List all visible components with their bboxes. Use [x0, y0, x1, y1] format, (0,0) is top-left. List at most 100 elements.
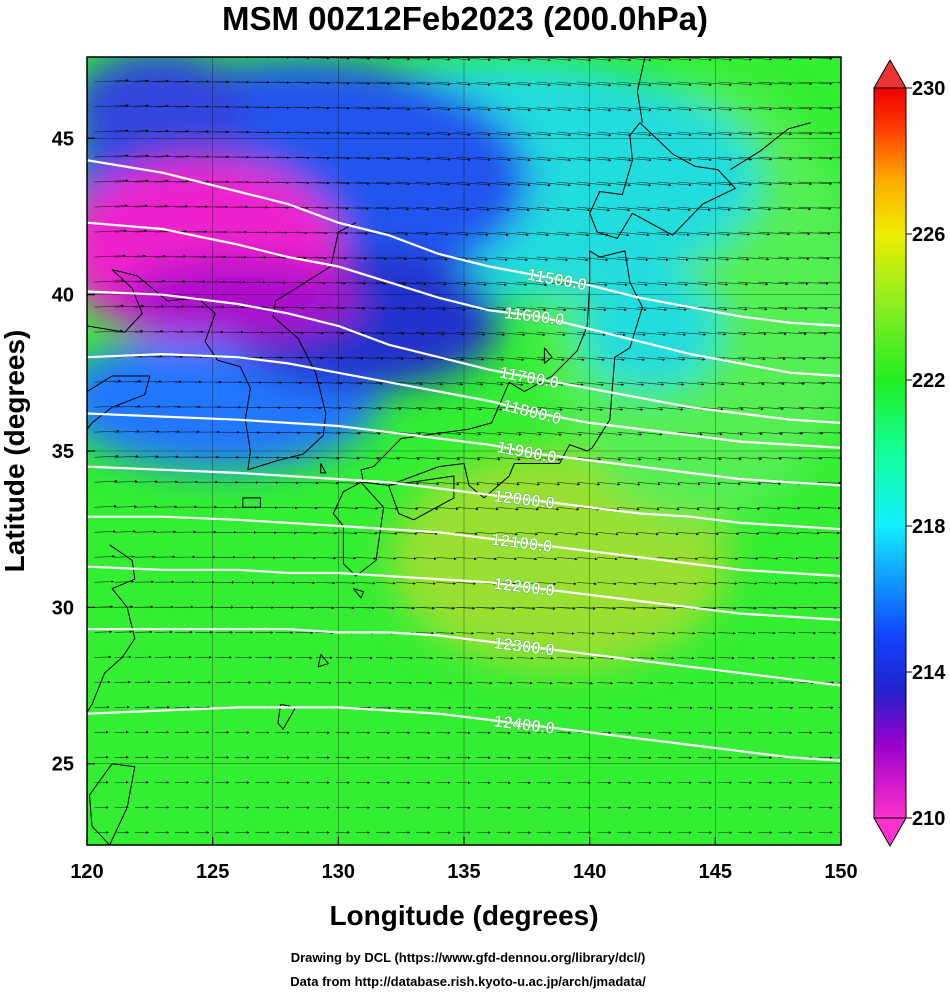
- wind-arrow: [637, 356, 666, 361]
- wind-arrow: [577, 431, 603, 436]
- wind-arrow: [677, 356, 706, 361]
- y-tick-label: 40: [52, 285, 74, 307]
- wind-arrow: [758, 131, 793, 136]
- wind-arrow: [496, 256, 528, 262]
- wind-arrow: [577, 106, 612, 112]
- wind-arrow: [536, 181, 571, 187]
- wind-arrow: [476, 156, 511, 162]
- wind-arrow: [416, 631, 434, 635]
- contour-line: [87, 159, 841, 327]
- wind-arrow: [617, 281, 648, 287]
- wind-arrow: [818, 556, 839, 560]
- wind-arrow: [637, 331, 666, 337]
- wind-arrow: [416, 457, 441, 461]
- wind-arrow: [536, 731, 551, 735]
- wind-arrow: [396, 331, 425, 336]
- wind-arrow: [416, 656, 434, 660]
- colorbar: 210 214 218 222 226 230: [873, 58, 946, 848]
- wind-arrow: [436, 131, 471, 137]
- wind-arrow: [657, 281, 688, 287]
- wind-arrow: [818, 606, 837, 610]
- wind-arrow: [496, 431, 522, 436]
- wind-arrow: [818, 406, 841, 409]
- wind-arrow: [416, 256, 448, 261]
- contour-line: [87, 221, 841, 378]
- wind-arrow: [114, 455, 139, 458]
- wind-arrow: [436, 457, 461, 461]
- wind-arrow: [697, 582, 718, 585]
- wind-arrow: [476, 557, 497, 561]
- wind-arrow: [396, 507, 419, 511]
- wind-arrow: [295, 106, 330, 110]
- wind-arrow: [456, 507, 479, 511]
- x-tick-label: 130: [322, 861, 355, 883]
- colorbar-tick-label: 230: [912, 78, 945, 100]
- wind-arrow: [737, 606, 757, 610]
- wind-arrow: [798, 356, 826, 360]
- wind-arrow: [154, 205, 188, 208]
- coastline: [332, 481, 385, 577]
- wind-arrow: [275, 306, 305, 310]
- wind-arrow: [798, 106, 833, 111]
- wind-arrow: [436, 181, 471, 187]
- coastline: [87, 544, 136, 714]
- wind-arrow: [556, 756, 572, 760]
- wind-arrow: [637, 381, 665, 386]
- wind-arrow: [154, 154, 190, 158]
- wind-arrow: [657, 457, 682, 461]
- wind-arrow: [355, 681, 372, 685]
- wind-arrow: [416, 306, 446, 311]
- wind-arrow: [396, 482, 420, 486]
- wind-arrow: [536, 532, 559, 536]
- contour-line: [87, 290, 841, 424]
- wind-arrow: [295, 231, 328, 235]
- wind-arrow: [516, 356, 545, 361]
- wind-arrow: [416, 406, 443, 411]
- wind-arrow: [134, 480, 158, 483]
- wind-arrow: [476, 607, 496, 610]
- wind-arrow: [416, 356, 444, 361]
- wind-arrow: [436, 607, 455, 610]
- wind-arrow: [536, 281, 568, 287]
- wind-arrow: [436, 381, 464, 386]
- wind-arrow: [717, 706, 733, 710]
- wind-arrow: [134, 380, 162, 383]
- wind-arrow: [174, 80, 210, 83]
- wind-arrow: [597, 181, 632, 187]
- wind-arrow: [677, 656, 695, 660]
- colorbar-tick-label: 210: [912, 808, 945, 830]
- wind-arrow: [758, 306, 788, 311]
- wind-arrow: [577, 482, 601, 486]
- wind-arrow: [375, 656, 393, 660]
- wind-arrow: [717, 532, 740, 536]
- wind-arrow: [315, 256, 347, 260]
- wind-arrow: [536, 557, 558, 561]
- wind-arrow: [275, 431, 301, 435]
- wind-arrow: [697, 106, 732, 112]
- wind-arrow: [416, 81, 451, 86]
- wind-arrow: [355, 557, 377, 560]
- wind-arrow: [798, 306, 828, 310]
- wind-arrow: [617, 557, 638, 561]
- wind-arrow: [315, 406, 342, 410]
- wind-arrow: [577, 607, 596, 610]
- wind-arrow: [677, 156, 712, 162]
- wind-arrow: [536, 106, 572, 112]
- wind-arrow: [737, 281, 769, 286]
- wind-arrow: [637, 81, 672, 87]
- wind-arrow: [114, 104, 149, 108]
- wind-arrow: [275, 281, 306, 285]
- x-axis-label: Longitude (degrees): [329, 900, 598, 931]
- wind-arrow: [697, 507, 720, 511]
- wind-arrow: [577, 81, 612, 87]
- wind-arrow: [597, 381, 624, 386]
- wind-arrow: [556, 81, 592, 87]
- wind-arrow: [717, 156, 753, 161]
- wind-arrow: [758, 582, 778, 585]
- coastline: [320, 463, 327, 474]
- wind-arrow: [536, 507, 560, 511]
- wind-arrow: [275, 181, 310, 185]
- wind-arrow: [798, 131, 833, 136]
- wind-arrow: [778, 81, 813, 86]
- wind-arrow: [597, 582, 617, 586]
